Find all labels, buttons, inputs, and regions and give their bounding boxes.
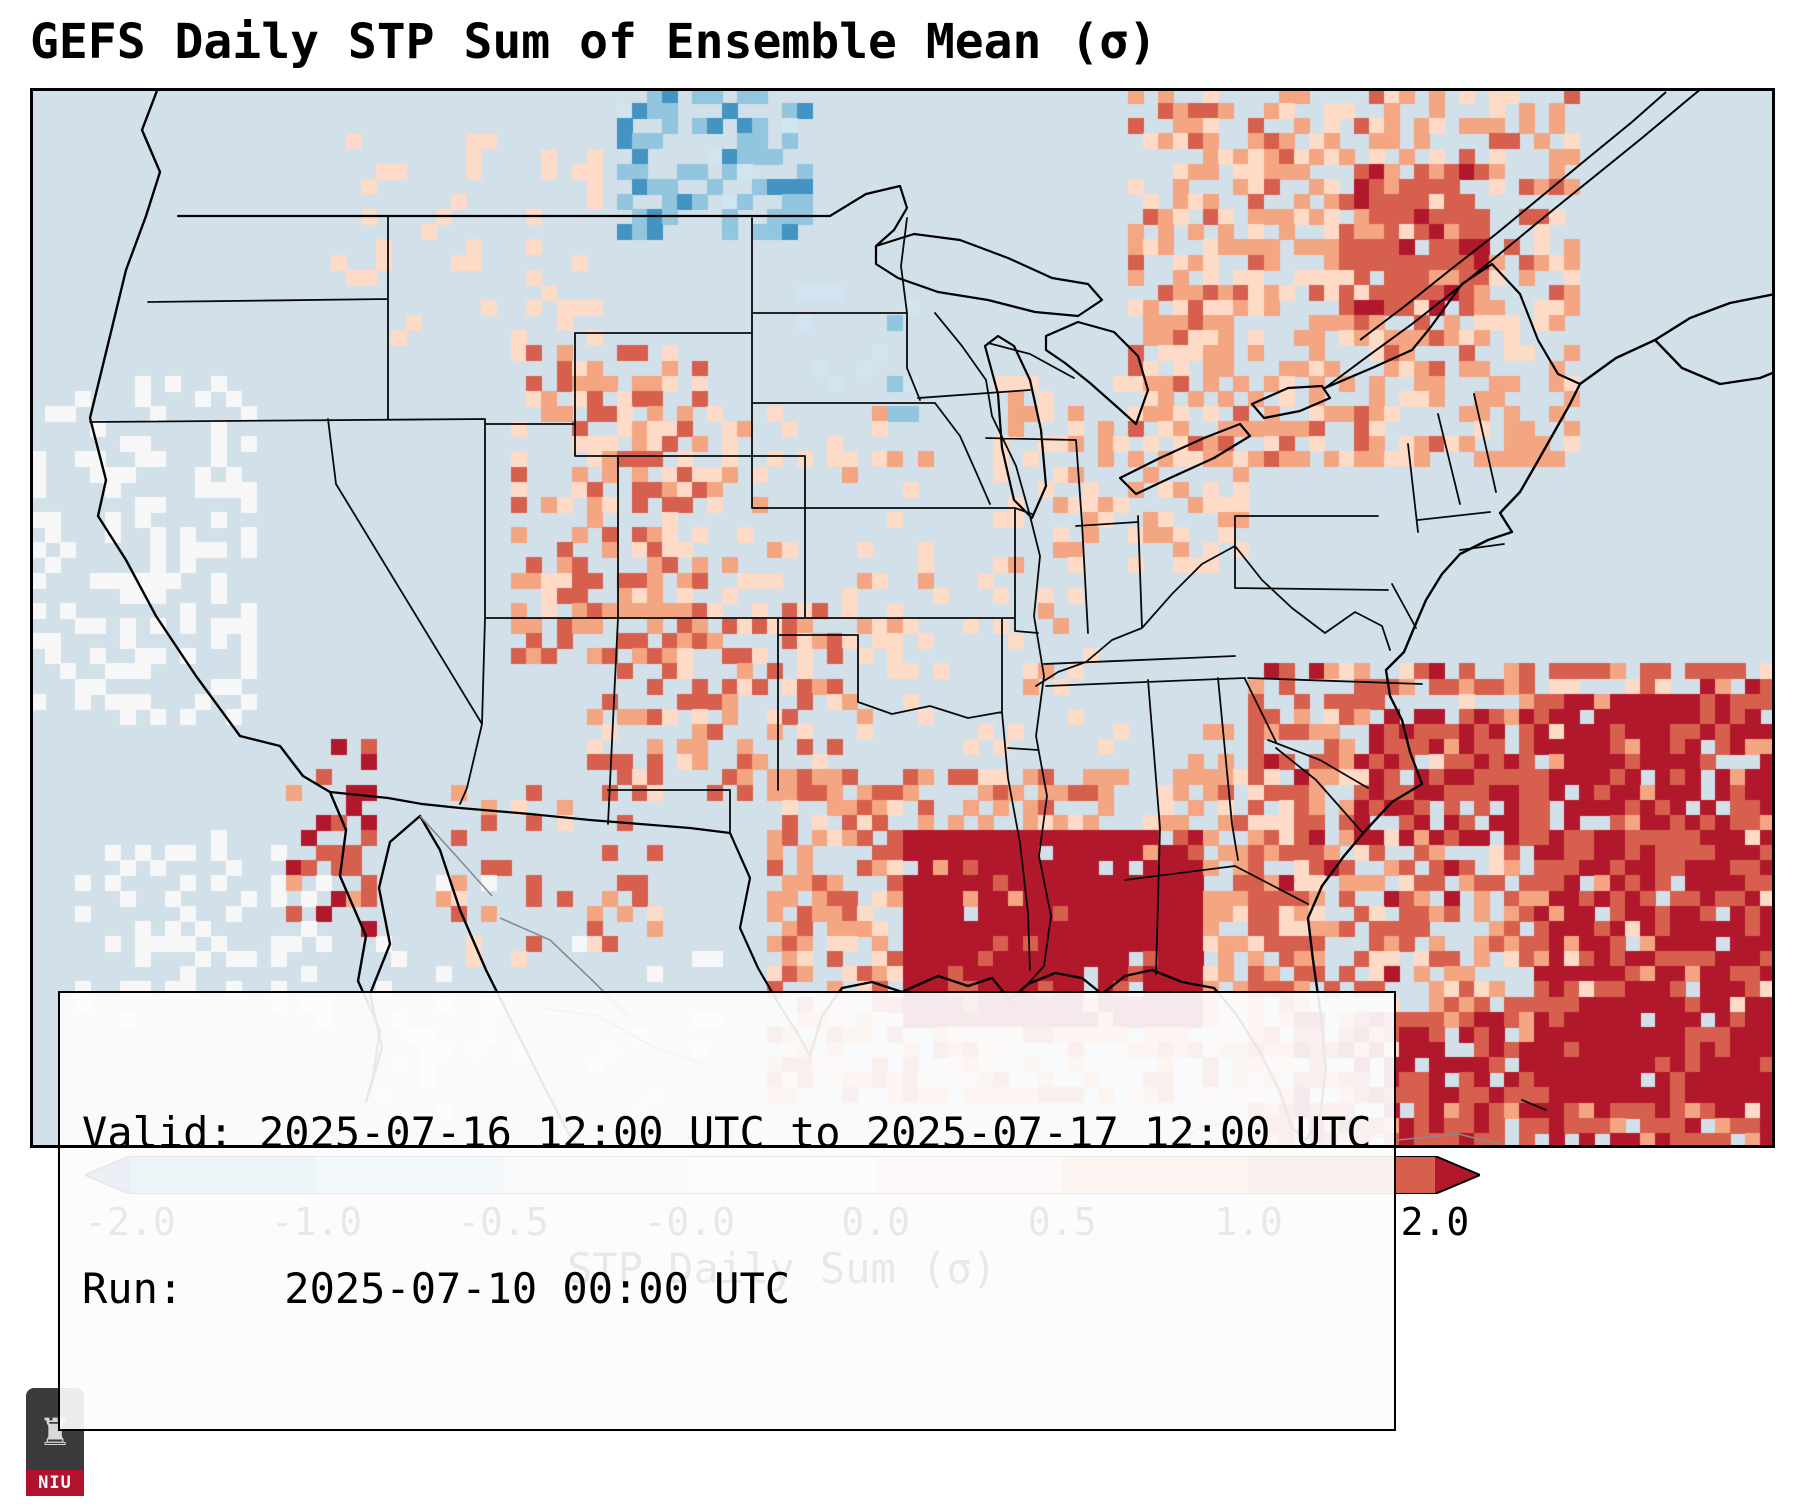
map-panel: Valid: 2025-07-16 12:00 UTC to 2025-07-1…: [30, 88, 1775, 1431]
map-borders-overlay: [88, 88, 1775, 1148]
validity-info-box: Valid: 2025-07-16 12:00 UTC to 2025-07-1…: [58, 991, 1396, 1431]
st-lawrence-path: [1324, 88, 1703, 389]
run-time-text: Run: 2025-07-10 00:00 UTC: [82, 1264, 791, 1313]
great-lakes-path: [874, 232, 1332, 520]
valid-time-text: Valid: 2025-07-16 12:00 UTC to 2025-07-1…: [82, 1108, 1372, 1157]
state-borders-path: [89, 215, 1547, 1111]
niu-logo-text: NIU: [26, 1470, 84, 1496]
colorbar-tick-label: 2.0: [1400, 1200, 1470, 1244]
international-border-path: [176, 184, 1582, 1058]
figure-title: GEFS Daily STP Sum of Ensemble Mean (σ): [30, 14, 1158, 70]
